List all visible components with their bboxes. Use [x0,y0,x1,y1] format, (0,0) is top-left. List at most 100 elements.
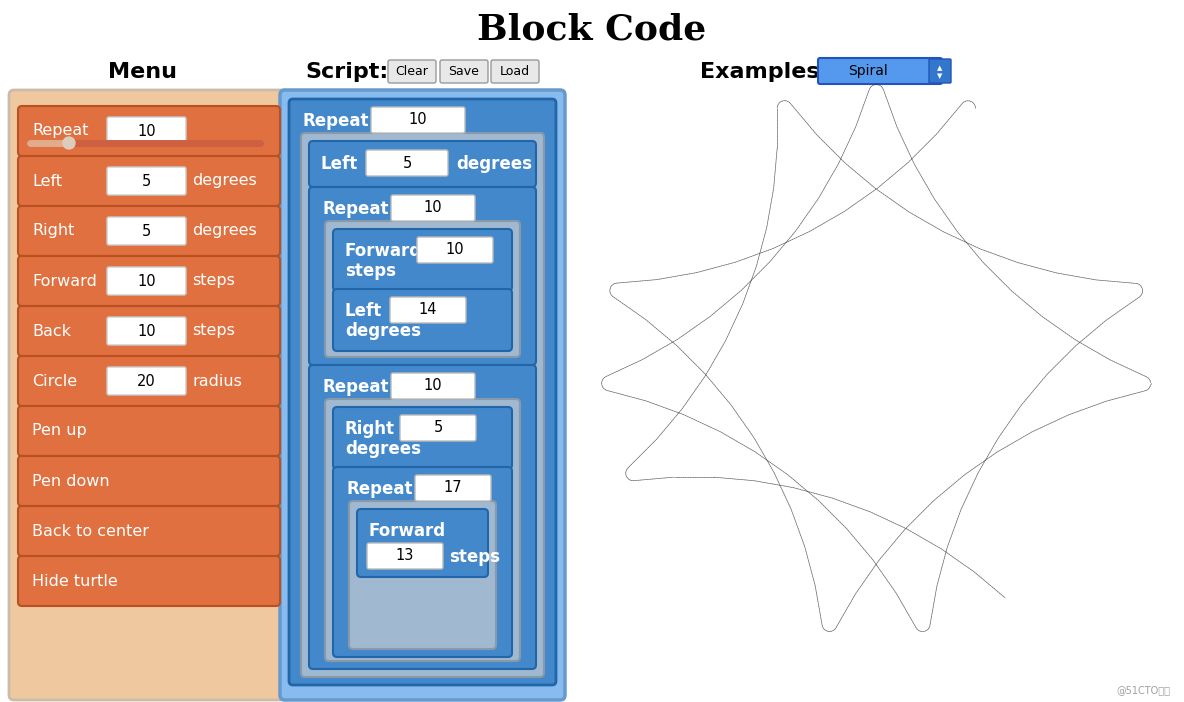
Text: degrees: degrees [192,173,257,189]
Text: 5: 5 [403,156,412,171]
Text: Back: Back [32,324,71,338]
Text: Repeat: Repeat [323,200,390,218]
FancyBboxPatch shape [371,107,465,133]
FancyBboxPatch shape [107,267,186,295]
FancyBboxPatch shape [301,133,543,677]
Text: Left: Left [32,173,62,189]
FancyBboxPatch shape [391,195,475,221]
FancyBboxPatch shape [18,456,279,506]
FancyBboxPatch shape [491,60,539,83]
Text: Right: Right [32,223,75,239]
Text: Load: Load [500,65,530,78]
Text: Pen up: Pen up [32,423,86,439]
FancyBboxPatch shape [18,556,279,606]
FancyBboxPatch shape [18,156,279,206]
Text: degrees: degrees [192,223,257,239]
Text: Left: Left [321,155,359,173]
FancyBboxPatch shape [309,141,536,187]
FancyBboxPatch shape [9,90,289,700]
FancyBboxPatch shape [18,106,279,156]
FancyBboxPatch shape [333,407,511,469]
FancyBboxPatch shape [818,58,942,84]
FancyBboxPatch shape [18,306,279,356]
Text: Pen down: Pen down [32,474,110,489]
Text: 10: 10 [424,378,443,394]
FancyBboxPatch shape [333,229,511,291]
FancyBboxPatch shape [324,221,520,357]
Text: Circle: Circle [32,373,77,388]
FancyBboxPatch shape [18,256,279,306]
Text: Menu: Menu [109,62,178,82]
FancyBboxPatch shape [440,60,488,83]
Text: Repeat: Repeat [323,378,390,396]
FancyBboxPatch shape [324,399,520,661]
Text: steps: steps [449,548,500,566]
FancyBboxPatch shape [400,415,476,441]
Text: Hide turtle: Hide turtle [32,574,117,588]
Text: Spiral: Spiral [848,64,888,78]
Text: 10: 10 [408,112,427,128]
FancyBboxPatch shape [107,317,186,345]
FancyBboxPatch shape [18,356,279,406]
FancyBboxPatch shape [929,59,951,83]
FancyBboxPatch shape [18,506,279,556]
Text: Examples:: Examples: [700,62,829,82]
Text: Save: Save [449,65,480,78]
Text: 14: 14 [419,303,437,317]
FancyBboxPatch shape [18,406,279,456]
Text: Forward: Forward [32,274,97,289]
FancyBboxPatch shape [349,501,496,649]
Text: Back to center: Back to center [32,524,149,538]
FancyBboxPatch shape [107,367,186,395]
FancyBboxPatch shape [391,373,475,399]
Text: Script:: Script: [305,62,388,82]
FancyBboxPatch shape [107,167,186,195]
Text: 10: 10 [137,124,156,138]
Text: Left: Left [345,302,382,320]
Text: 5: 5 [142,173,152,189]
Text: Forward: Forward [345,242,423,260]
Text: 20: 20 [137,373,156,388]
Text: Repeat: Repeat [32,124,89,138]
FancyBboxPatch shape [390,297,466,323]
Text: Repeat: Repeat [347,480,413,498]
FancyBboxPatch shape [388,60,436,83]
Text: @51CTO博客: @51CTO博客 [1117,685,1170,695]
Text: radius: radius [192,373,242,388]
Text: steps: steps [345,262,395,280]
Text: Forward: Forward [369,522,446,540]
Text: Clear: Clear [395,65,429,78]
Text: steps: steps [192,274,234,289]
FancyBboxPatch shape [416,475,491,501]
Text: Block Code: Block Code [477,13,707,47]
Text: 5: 5 [142,223,152,239]
FancyBboxPatch shape [107,217,186,245]
Text: 10: 10 [424,201,443,216]
Text: degrees: degrees [345,322,422,340]
Text: ▲: ▲ [938,65,942,71]
FancyBboxPatch shape [309,187,536,365]
Text: degrees: degrees [456,155,532,173]
FancyBboxPatch shape [289,99,556,685]
Circle shape [63,137,75,149]
FancyBboxPatch shape [333,467,511,657]
Text: 13: 13 [395,548,414,564]
FancyBboxPatch shape [417,237,493,263]
FancyBboxPatch shape [367,543,443,569]
Text: Right: Right [345,420,395,438]
Text: 10: 10 [445,242,464,258]
FancyBboxPatch shape [107,117,186,145]
FancyBboxPatch shape [333,289,511,351]
Text: 5: 5 [433,420,443,435]
Text: Repeat: Repeat [303,112,369,130]
Text: steps: steps [192,324,234,338]
Text: 17: 17 [444,480,462,496]
Text: 10: 10 [137,324,156,338]
FancyBboxPatch shape [279,90,565,700]
FancyBboxPatch shape [309,365,536,669]
FancyBboxPatch shape [366,150,448,176]
FancyBboxPatch shape [358,509,488,577]
Text: ▼: ▼ [938,73,942,79]
FancyBboxPatch shape [18,206,279,256]
Text: 10: 10 [137,274,156,289]
